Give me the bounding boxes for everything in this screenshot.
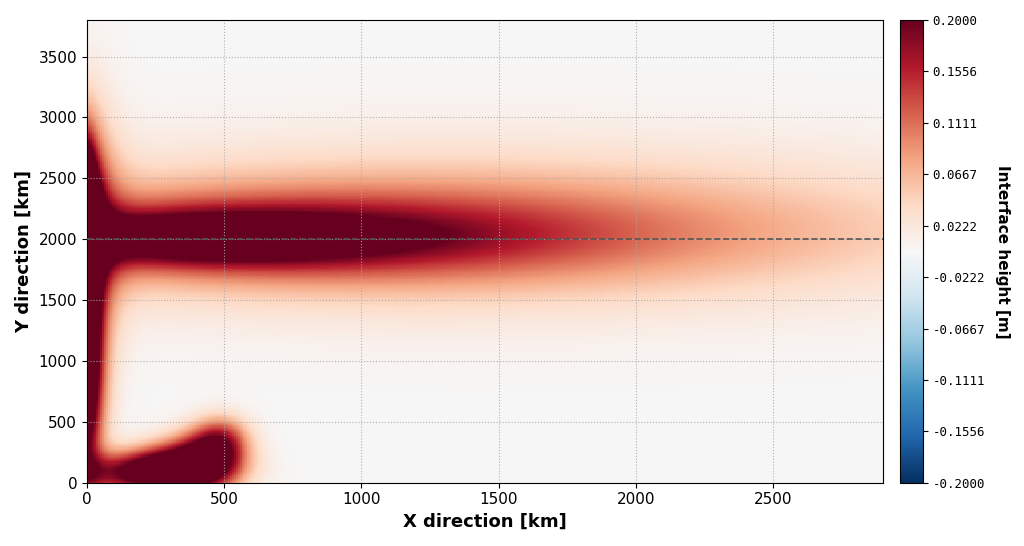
X-axis label: X direction [km]: X direction [km]	[403, 513, 566, 531]
Y-axis label: Y direction [km]: Y direction [km]	[15, 170, 33, 333]
Y-axis label: Interface height [m]: Interface height [m]	[995, 164, 1010, 338]
